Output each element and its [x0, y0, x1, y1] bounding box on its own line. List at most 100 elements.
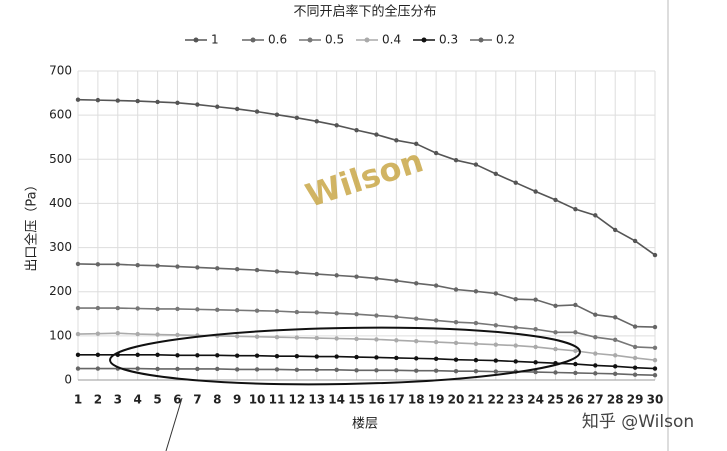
point [155, 263, 160, 268]
point [394, 355, 399, 361]
point [414, 281, 419, 286]
point [294, 309, 300, 315]
x-tick-label: 22 [487, 393, 504, 407]
point [473, 357, 479, 363]
point [334, 336, 339, 341]
pointer-line [165, 397, 183, 451]
point [254, 109, 260, 114]
point [632, 365, 638, 370]
point [274, 367, 280, 372]
series-line [77, 332, 656, 361]
x-tick-label: 6 [173, 393, 181, 407]
x-tick-label: 3 [114, 393, 122, 407]
point [294, 335, 300, 340]
y-tick-label: 300 [49, 240, 72, 254]
point [394, 314, 399, 320]
point [493, 342, 499, 347]
y-tick-label: 100 [49, 328, 72, 342]
legend-marker [250, 37, 256, 43]
series-line [77, 263, 656, 328]
point [632, 324, 638, 329]
point [473, 320, 479, 326]
point [95, 262, 101, 267]
point [95, 331, 101, 336]
point [473, 162, 479, 167]
point [195, 353, 200, 358]
point [155, 306, 160, 312]
x-tick-label: 1 [74, 393, 82, 407]
point [75, 305, 81, 311]
point [453, 157, 459, 163]
point [453, 340, 459, 346]
y-tick-label: 700 [49, 64, 72, 78]
series-line [78, 367, 656, 376]
point [553, 370, 558, 375]
point [652, 357, 658, 363]
x-tick-label: 26 [567, 393, 584, 407]
point [354, 354, 359, 360]
legend-label: 0.6 [268, 33, 287, 47]
point [433, 356, 439, 362]
y-tick-label: 400 [49, 196, 72, 210]
legend-marker [307, 37, 313, 43]
point [75, 331, 81, 337]
y-tick-label: 200 [49, 284, 72, 298]
point [573, 206, 578, 212]
point [632, 372, 638, 377]
x-tick-label: 23 [507, 393, 524, 407]
point [652, 366, 658, 371]
point [652, 372, 658, 378]
point [414, 141, 419, 147]
point [433, 283, 439, 288]
point [433, 368, 439, 373]
point [95, 366, 101, 371]
point [155, 332, 160, 337]
point [195, 307, 200, 312]
legend-label: 0.5 [325, 33, 344, 47]
point [632, 355, 638, 361]
x-tick-label: 24 [527, 393, 544, 407]
x-tick-label: 29 [627, 393, 644, 407]
point [334, 273, 339, 278]
legend-label: 1 [211, 33, 219, 47]
point [75, 97, 81, 102]
point [234, 308, 240, 313]
point [374, 355, 379, 360]
point [175, 366, 180, 372]
y-axis-label: 出口全压（Pa） [24, 178, 40, 271]
point [115, 331, 120, 336]
point [473, 341, 479, 347]
x-tick-label: 10 [249, 393, 266, 407]
point [453, 357, 459, 362]
point [414, 368, 419, 373]
x-tick-label: 8 [213, 393, 221, 407]
point [294, 270, 300, 275]
point [593, 312, 598, 317]
point [433, 339, 439, 345]
x-axis-label: 楼层 [352, 417, 378, 432]
point [115, 262, 120, 267]
point [135, 366, 140, 371]
x-tick-label: 25 [547, 393, 564, 407]
point [254, 267, 260, 273]
point [453, 368, 459, 374]
legend-label: 0.3 [439, 33, 458, 47]
point [175, 100, 180, 105]
point [493, 291, 499, 296]
point [175, 332, 180, 338]
x-tick-label: 27 [587, 393, 604, 407]
x-tick-label: 16 [368, 393, 385, 407]
point [394, 368, 399, 373]
point [215, 266, 220, 271]
point [493, 369, 499, 374]
legend-marker [193, 37, 199, 43]
point [135, 98, 140, 104]
point [533, 189, 538, 194]
point [613, 337, 618, 343]
point [573, 361, 578, 367]
point [613, 371, 618, 377]
x-tick-label: 2 [94, 393, 102, 407]
point [553, 303, 558, 309]
